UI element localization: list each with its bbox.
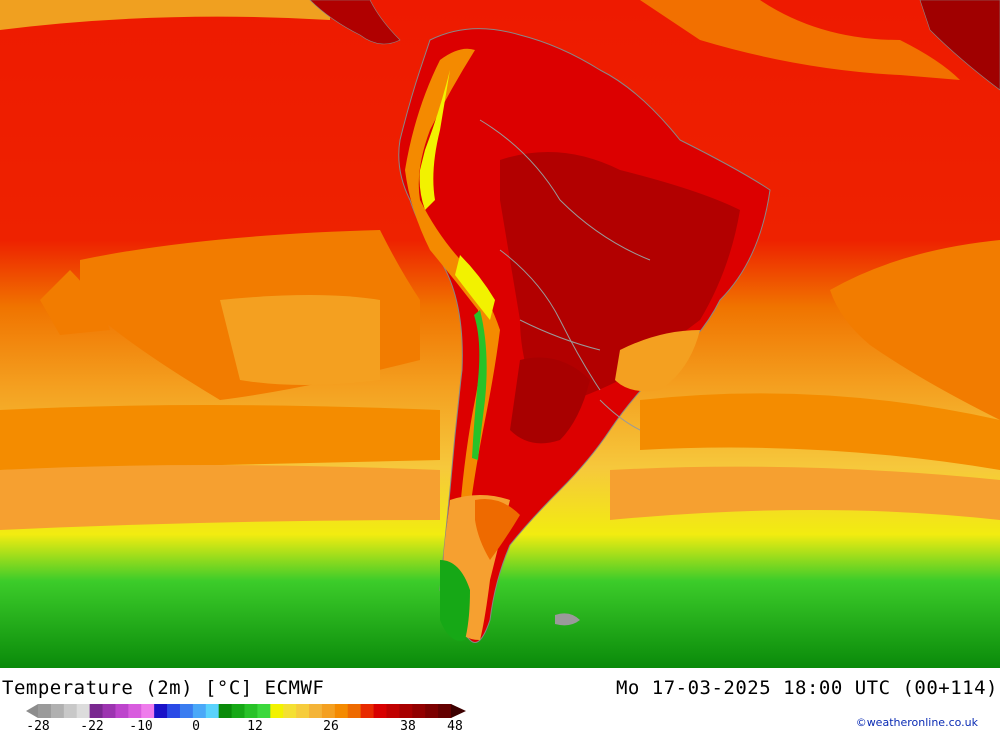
scale-tick: 48 [447,719,463,734]
temperature-map [0,0,1000,668]
scale-swatch [283,704,297,718]
scale-tick: 12 [247,719,263,734]
scale-swatch [360,704,375,718]
south-america [398,28,771,643]
map-title: Temperature (2m) [°C] ECMWF [2,677,325,699]
scale-swatch [218,704,233,718]
scale-tick: -10 [129,719,153,734]
scale-swatch [257,704,271,718]
scale-swatch [386,704,400,718]
scale-swatch [296,704,310,718]
map-footer: Temperature (2m) [°C] ECMWF Mo 17-03-202… [0,668,1000,734]
scale-swatch [89,704,104,718]
scale-swatch [167,704,181,718]
scale-swatch [115,704,129,718]
scale-swatch [50,704,65,718]
scale-swatch [244,704,258,718]
scale-swatch [412,704,426,718]
scale-swatch [102,704,116,718]
scale-swatch [192,704,207,718]
scale-swatch [154,704,168,718]
scale-swatch [76,704,91,718]
scale-swatch [270,704,284,718]
scale-tick: -22 [80,719,104,734]
scale-swatch [141,704,155,718]
scale-swatch [231,704,245,718]
scale-tick: 38 [400,719,416,734]
scale-swatch [309,704,323,718]
scale-tick: 26 [323,719,339,734]
scale-swatch [347,704,362,718]
scale-swatch [425,704,439,718]
scale-swatch [438,704,452,718]
scale-swatch [399,704,413,718]
warm-bands [0,295,1000,530]
scale-tick: 0 [192,719,200,734]
scale-swatch [321,704,336,718]
scale-swatch [179,704,194,718]
scale-swatch [373,704,387,718]
country-borders [479,119,651,431]
scale-swatch [205,704,220,718]
scale-tick: -28 [26,719,50,734]
scale-swatch [128,704,142,718]
scale-arrow-left [26,704,38,718]
falkland-islands [555,613,580,626]
forecast-datetime: Mo 17-03-2025 18:00 UTC (00+114) [615,677,998,699]
scale-swatch [63,704,78,718]
central-america [309,0,1000,91]
scale-swatch [334,704,349,718]
credit-link[interactable]: ©weatheronline.co.uk [855,716,978,729]
scale-arrow-right [451,704,466,718]
scale-swatch [38,704,52,718]
temperature-color-scale [26,704,466,718]
